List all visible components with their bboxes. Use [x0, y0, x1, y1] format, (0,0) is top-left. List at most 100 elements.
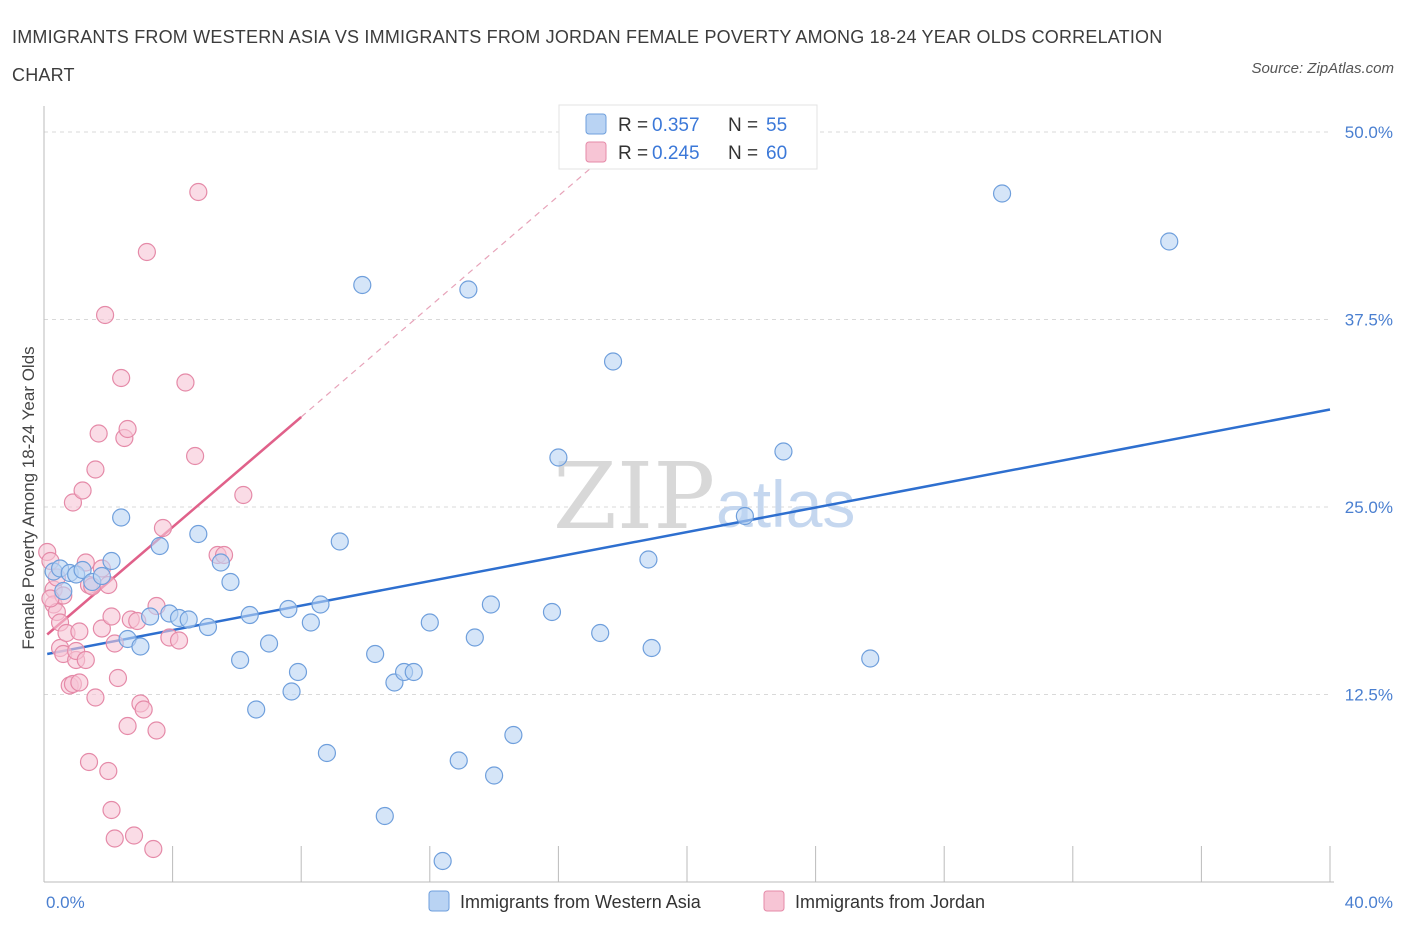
data-point-western-asia-53 — [774, 442, 793, 461]
trend-line-jordan — [46, 416, 303, 636]
data-point-jordan-54 — [70, 622, 89, 641]
data-point-jordan-18 — [79, 752, 99, 772]
y-tick-label-1: 25.0% — [1345, 498, 1393, 517]
data-point-western-asia-17 — [189, 524, 208, 544]
data-point-western-asia-55 — [992, 184, 1012, 203]
data-point-jordan-21 — [89, 424, 108, 443]
trend-lines — [46, 154, 1331, 656]
legend-n-label-blue: N = — [728, 115, 758, 136]
legend-r-value-pink: 0.245 — [652, 143, 700, 164]
data-point-western-asia-7 — [92, 566, 111, 586]
data-point-western-asia-24 — [259, 634, 279, 653]
data-point-jordan-55 — [76, 650, 95, 670]
trend-line-jordan-extension — [300, 154, 608, 418]
data-point-jordan-41 — [147, 721, 166, 740]
chart-title: IMMIGRANTS FROM WESTERN ASIA VS IMMIGRAN… — [12, 27, 1163, 85]
bottom-legend-swatch-pink — [763, 890, 785, 912]
data-point-western-asia-31 — [330, 532, 349, 551]
data-point-western-asia-42 — [465, 628, 484, 647]
grid-lines — [44, 131, 1330, 695]
data-point-western-asia-18 — [198, 617, 218, 637]
data-point-jordan-39 — [137, 242, 156, 262]
data-point-western-asia-11 — [131, 637, 150, 656]
bottom-legend: Immigrants from Western Asia Immigrants … — [428, 890, 985, 912]
data-point-western-asia-32 — [353, 275, 372, 295]
legend: R = 0.357 N = 55 R = 0.245 N = 60 — [558, 104, 818, 170]
data-point-western-asia-37 — [404, 662, 423, 682]
data-point-jordan-26 — [102, 800, 121, 820]
data-point-western-asia-23 — [247, 700, 266, 719]
data-point-western-asia-29 — [311, 595, 330, 614]
y-tick-label-0: 12.5% — [1345, 686, 1393, 705]
data-point-western-asia-16 — [179, 610, 198, 629]
legend-n-value-pink: 60 — [766, 143, 787, 164]
data-point-western-asia-49 — [603, 352, 623, 371]
data-point-western-asia-8 — [102, 551, 121, 571]
legend-n-value-blue: 55 — [766, 115, 787, 136]
chart-source: Source: ZipAtlas.com — [1251, 60, 1394, 77]
data-point-jordan-38 — [134, 700, 153, 719]
data-point-jordan-32 — [118, 716, 137, 736]
data-point-jordan-23 — [95, 305, 115, 325]
data-point-jordan-20 — [86, 460, 105, 479]
data-point-jordan-45 — [169, 631, 189, 650]
data-point-jordan-24 — [99, 761, 118, 781]
data-point-western-asia-44 — [485, 766, 504, 785]
data-points — [38, 182, 1179, 871]
data-point-jordan-46 — [176, 373, 195, 392]
data-point-western-asia-27 — [288, 662, 308, 682]
data-point-western-asia-9 — [112, 508, 131, 527]
data-point-western-asia-38 — [420, 613, 439, 632]
data-point-western-asia-22 — [240, 605, 259, 625]
data-point-western-asia-52 — [735, 506, 754, 526]
data-point-western-asia-34 — [375, 806, 394, 826]
trend-line-western-asia — [46, 408, 1331, 656]
data-point-western-asia-12 — [140, 607, 160, 626]
watermark: ZIP atlas — [553, 443, 855, 550]
legend-swatch-pink — [585, 141, 607, 163]
data-point-western-asia-43 — [481, 595, 500, 614]
data-point-western-asia-51 — [642, 638, 661, 658]
data-point-jordan-51 — [234, 485, 253, 505]
bottom-legend-label-blue: Immigrants from Western Asia — [460, 892, 702, 912]
x-tick-labels: 0.0% 40.0% — [46, 893, 1393, 912]
x-tick-label-0: 0.0% — [46, 893, 85, 912]
data-point-jordan-43 — [153, 518, 173, 538]
data-point-western-asia-28 — [301, 613, 320, 632]
data-point-western-asia-33 — [366, 644, 385, 664]
data-point-jordan-14 — [70, 673, 89, 692]
legend-r-label-blue: R = — [618, 115, 648, 136]
x-tick-label-1: 40.0% — [1345, 893, 1393, 912]
legend-swatch-blue — [585, 113, 607, 135]
data-point-western-asia-5 — [73, 560, 92, 580]
data-point-jordan-29 — [108, 668, 128, 688]
data-point-western-asia-50 — [639, 550, 658, 569]
data-point-jordan-28 — [105, 829, 124, 848]
data-point-western-asia-46 — [542, 602, 562, 622]
data-point-western-asia-39 — [433, 851, 452, 871]
data-point-western-asia-2 — [54, 581, 73, 601]
y-tick-label-3: 50.0% — [1345, 123, 1393, 142]
data-point-western-asia-41 — [459, 280, 478, 299]
data-point-western-asia-26 — [282, 682, 301, 701]
data-point-western-asia-19 — [211, 553, 230, 572]
data-point-western-asia-54 — [861, 649, 880, 668]
data-point-western-asia-25 — [279, 599, 298, 619]
data-point-western-asia-40 — [449, 751, 468, 770]
data-point-western-asia-20 — [221, 572, 240, 592]
data-point-western-asia-13 — [150, 536, 169, 556]
bottom-legend-label-pink: Immigrants from Jordan — [795, 892, 985, 912]
data-point-western-asia-30 — [317, 743, 337, 763]
y-tick-label-2: 37.5% — [1345, 311, 1393, 330]
data-point-jordan-22 — [92, 619, 111, 638]
data-point-jordan-27 — [102, 607, 121, 626]
y-axis-label: Female Poverty Among 18-24 Year Olds — [19, 346, 38, 649]
data-point-western-asia-56 — [1160, 232, 1179, 251]
legend-r-value-blue: 0.357 — [652, 115, 700, 136]
legend-n-label-pink: N = — [728, 143, 758, 164]
data-point-jordan-15 — [73, 481, 92, 500]
legend-r-label-pink: R = — [618, 143, 648, 164]
data-point-jordan-33 — [118, 419, 137, 439]
data-point-western-asia-45 — [504, 725, 523, 745]
